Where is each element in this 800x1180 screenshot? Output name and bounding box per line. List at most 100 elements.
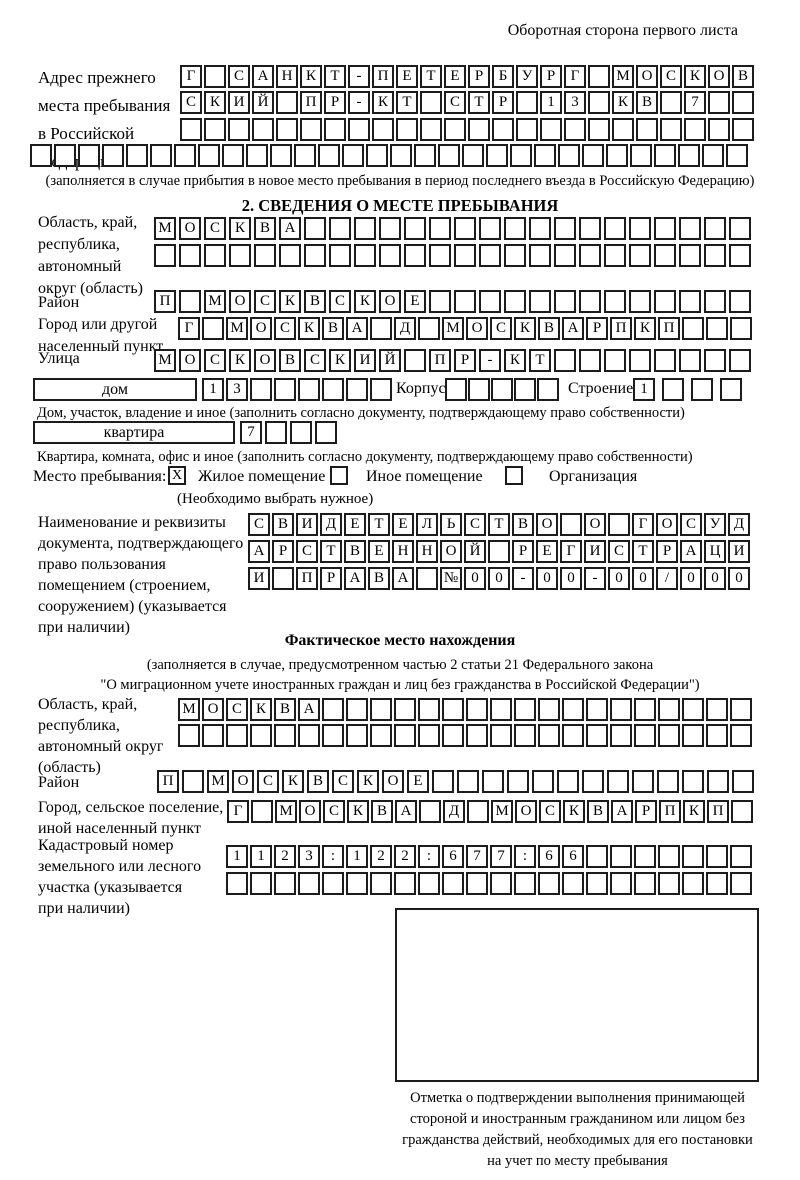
char-cell[interactable]: К bbox=[300, 65, 322, 88]
char-cell[interactable]: 0 bbox=[728, 567, 750, 590]
char-cell[interactable]: А bbox=[252, 65, 274, 88]
char-cell[interactable] bbox=[702, 144, 724, 167]
char-cell[interactable] bbox=[682, 698, 704, 721]
char-cell[interactable] bbox=[704, 217, 726, 240]
char-cell[interactable]: Г bbox=[227, 800, 249, 823]
char-cell[interactable] bbox=[479, 217, 501, 240]
char-cell[interactable]: Т bbox=[529, 349, 551, 372]
char-cell[interactable]: Р bbox=[320, 567, 342, 590]
char-cell[interactable] bbox=[606, 144, 628, 167]
char-cell[interactable]: 0 bbox=[704, 567, 726, 590]
char-cell[interactable] bbox=[179, 290, 201, 313]
char-cell[interactable]: Ь bbox=[440, 513, 462, 536]
char-cell[interactable]: П bbox=[300, 91, 322, 114]
char-cell[interactable]: О bbox=[232, 770, 254, 793]
char-cell[interactable] bbox=[420, 118, 442, 141]
char-cell[interactable] bbox=[529, 290, 551, 313]
char-cell[interactable] bbox=[706, 317, 728, 340]
char-cell[interactable]: С bbox=[323, 800, 345, 823]
char-cell[interactable] bbox=[322, 698, 344, 721]
char-cell[interactable] bbox=[202, 724, 224, 747]
char-cell[interactable]: О bbox=[179, 349, 201, 372]
char-cell[interactable]: П bbox=[154, 290, 176, 313]
char-cell[interactable]: 1 bbox=[633, 378, 655, 401]
char-cell[interactable] bbox=[246, 144, 268, 167]
char-cell[interactable] bbox=[379, 217, 401, 240]
char-cell[interactable] bbox=[272, 567, 294, 590]
char-cell[interactable]: А bbox=[395, 800, 417, 823]
char-cell[interactable] bbox=[442, 724, 464, 747]
char-cell[interactable] bbox=[720, 378, 742, 401]
char-cell[interactable]: : bbox=[322, 845, 344, 868]
char-cell[interactable]: В bbox=[368, 567, 390, 590]
char-cell[interactable]: О bbox=[466, 317, 488, 340]
char-cell[interactable]: М bbox=[207, 770, 229, 793]
char-cell[interactable] bbox=[454, 290, 476, 313]
char-cell[interactable] bbox=[708, 91, 730, 114]
char-cell[interactable] bbox=[610, 872, 632, 895]
char-cell[interactable] bbox=[730, 698, 752, 721]
char-cell[interactable]: 0 bbox=[632, 567, 654, 590]
char-cell[interactable]: С bbox=[228, 65, 250, 88]
char-cell[interactable] bbox=[444, 118, 466, 141]
char-cell[interactable]: О bbox=[254, 349, 276, 372]
char-cell[interactable] bbox=[322, 378, 344, 401]
char-cell[interactable] bbox=[532, 770, 554, 793]
char-cell[interactable]: Й bbox=[379, 349, 401, 372]
char-cell[interactable] bbox=[482, 770, 504, 793]
char-cell[interactable]: О bbox=[299, 800, 321, 823]
char-cell[interactable]: О bbox=[584, 513, 606, 536]
char-cell[interactable] bbox=[684, 118, 706, 141]
char-cell[interactable] bbox=[322, 872, 344, 895]
char-cell[interactable]: О bbox=[379, 290, 401, 313]
char-cell[interactable] bbox=[394, 872, 416, 895]
char-cell[interactable] bbox=[468, 378, 490, 401]
char-cell[interactable] bbox=[654, 217, 676, 240]
char-cell[interactable] bbox=[416, 567, 438, 590]
char-cell[interactable]: С bbox=[490, 317, 512, 340]
char-cell[interactable] bbox=[586, 698, 608, 721]
char-cell[interactable]: К bbox=[229, 349, 251, 372]
char-cell[interactable] bbox=[404, 349, 426, 372]
char-cell[interactable]: Т bbox=[420, 65, 442, 88]
char-cell[interactable]: С bbox=[660, 65, 682, 88]
char-cell[interactable] bbox=[679, 217, 701, 240]
char-cell[interactable] bbox=[414, 144, 436, 167]
char-cell[interactable] bbox=[300, 118, 322, 141]
char-cell[interactable]: - bbox=[348, 91, 370, 114]
char-cell[interactable] bbox=[704, 349, 726, 372]
char-cell[interactable]: М bbox=[275, 800, 297, 823]
char-cell[interactable] bbox=[729, 349, 751, 372]
char-cell[interactable]: С bbox=[257, 770, 279, 793]
char-cell[interactable] bbox=[554, 349, 576, 372]
char-cell[interactable] bbox=[304, 244, 326, 267]
char-cell[interactable]: 1 bbox=[346, 845, 368, 868]
char-cell[interactable] bbox=[662, 378, 684, 401]
char-cell[interactable]: Т bbox=[468, 91, 490, 114]
char-cell[interactable]: У bbox=[516, 65, 538, 88]
char-cell[interactable]: Е bbox=[407, 770, 429, 793]
char-cell[interactable] bbox=[490, 724, 512, 747]
char-cell[interactable] bbox=[370, 317, 392, 340]
char-cell[interactable]: 1 bbox=[250, 845, 272, 868]
char-cell[interactable] bbox=[342, 144, 364, 167]
char-cell[interactable]: К bbox=[514, 317, 536, 340]
char-cell[interactable]: К bbox=[347, 800, 369, 823]
char-cell[interactable]: П bbox=[429, 349, 451, 372]
char-cell[interactable] bbox=[419, 800, 441, 823]
char-cell[interactable] bbox=[516, 118, 538, 141]
char-cell[interactable]: - bbox=[348, 65, 370, 88]
char-cell[interactable] bbox=[174, 144, 196, 167]
char-cell[interactable] bbox=[682, 845, 704, 868]
char-cell[interactable] bbox=[379, 244, 401, 267]
char-cell[interactable] bbox=[682, 317, 704, 340]
char-cell[interactable]: 0 bbox=[608, 567, 630, 590]
char-cell[interactable]: Т bbox=[320, 540, 342, 563]
char-cell[interactable] bbox=[126, 144, 148, 167]
char-cell[interactable] bbox=[562, 724, 584, 747]
char-cell[interactable] bbox=[445, 378, 467, 401]
char-cell[interactable]: 6 bbox=[538, 845, 560, 868]
char-cell[interactable]: И bbox=[248, 567, 270, 590]
char-cell[interactable]: Е bbox=[536, 540, 558, 563]
char-cell[interactable]: С bbox=[304, 349, 326, 372]
